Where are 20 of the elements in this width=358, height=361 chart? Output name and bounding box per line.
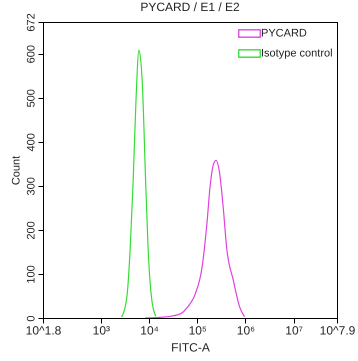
chart-title: PYCARD / E1 / E2 <box>140 0 240 14</box>
y-tick-label: 200 <box>26 221 38 240</box>
x-tick-label: 10⁷ <box>285 324 303 338</box>
y-tick-label: 0 <box>26 315 38 322</box>
x-tick-label: 10⁴ <box>140 324 159 338</box>
x-tick-label: 10^1.8 <box>26 324 62 338</box>
legend-label: PYCARD <box>261 28 307 40</box>
y-axis-title: Count <box>10 156 22 186</box>
y-tick-label: 400 <box>26 133 38 152</box>
y-tick-label: 672 <box>26 13 38 32</box>
x-tick-label: 10⁵ <box>188 324 207 338</box>
x-tick-label: 10³ <box>92 324 110 338</box>
x-tick-label: 10^7.9 <box>320 324 356 338</box>
y-tick-label: 600 <box>26 45 38 64</box>
x-tick-label: 10⁶ <box>236 324 256 338</box>
y-tick-label: 100 <box>26 265 38 284</box>
legend-label: Isotype control <box>261 48 333 60</box>
x-axis-title: FITC-A <box>171 340 210 354</box>
y-tick-label: 300 <box>26 177 38 196</box>
y-tick-label: 500 <box>26 89 38 108</box>
